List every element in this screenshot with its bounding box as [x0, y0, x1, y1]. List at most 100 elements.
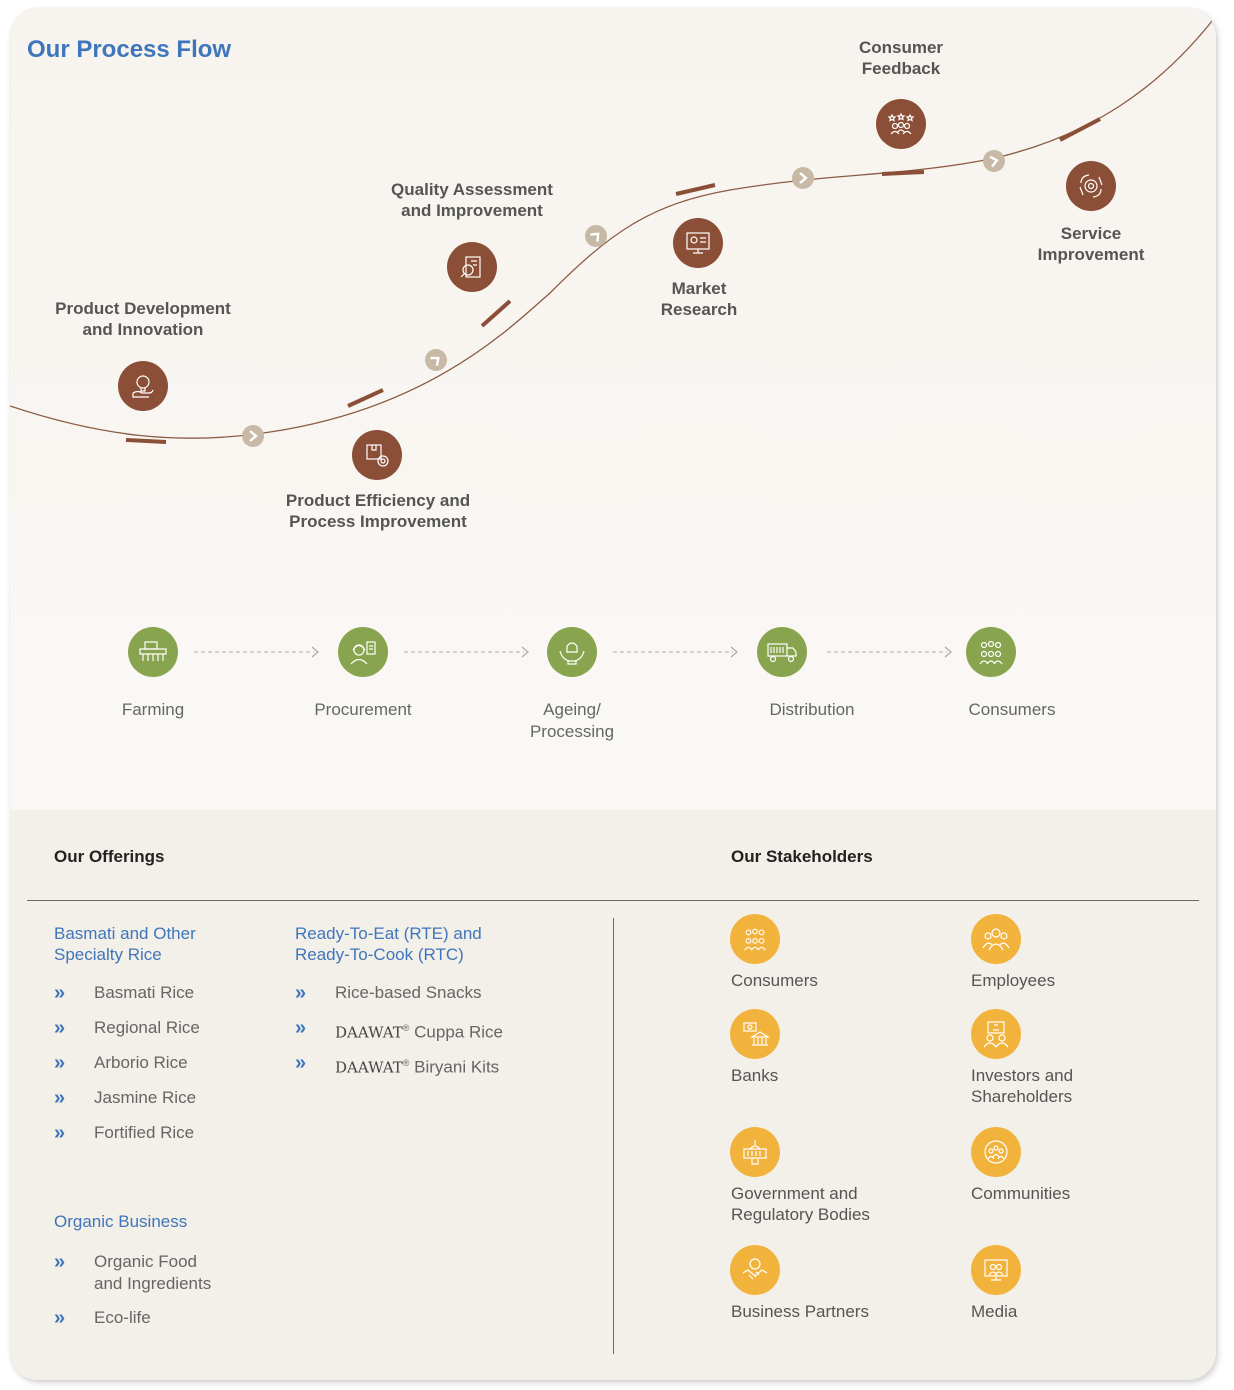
step-label-line: and Innovation: [82, 320, 204, 339]
step-market-research: Market Research: [599, 278, 799, 320]
category-line: Specialty Rice: [54, 945, 162, 964]
value-chain-label: Procurement: [314, 700, 412, 719]
truck-icon: [757, 627, 807, 677]
offering-item: Organic Food and Ingredients: [94, 1251, 211, 1295]
curve-dash: [1059, 117, 1101, 142]
offering-item-line: and Ingredients: [94, 1274, 212, 1293]
section-divider: [27, 900, 1199, 901]
stakeholder-label: Consumers: [731, 971, 818, 990]
process-curve: [10, 15, 1216, 447]
curve-arrow-icon: [585, 225, 607, 247]
curve-dash: [881, 170, 925, 176]
stakeholder-label: Shareholders: [971, 1087, 1073, 1106]
stakeholder-media: Media: [971, 1301, 1017, 1322]
value-chain-label: Farming: [121, 700, 185, 719]
handshake-icon: [730, 1245, 780, 1295]
offering-item: Rice-based Snacks: [335, 983, 482, 1002]
bullet-icon: »: [295, 1052, 307, 1074]
brand-name: DAAWAT: [335, 1023, 403, 1042]
value-chain-ageing: Ageing/ Processing: [507, 699, 637, 743]
bullet-icon: »: [54, 1251, 66, 1273]
value-chain-label: Processing: [529, 722, 615, 741]
brand-name: DAAWAT: [335, 1058, 403, 1077]
processing-hands-icon: [547, 627, 597, 677]
worker-clipboard-icon: [338, 627, 388, 677]
column-divider: [613, 918, 614, 1354]
step-label-line: and Improvement: [401, 201, 543, 220]
offering-item-cuppa: DAAWAT® Cuppa Rice: [335, 1017, 503, 1044]
employees-icon: [971, 914, 1021, 964]
value-chain-label: Distribution: [769, 700, 855, 719]
step-product-development: Product Development and Innovation: [33, 298, 253, 340]
offering-item: Arborio Rice: [94, 1053, 188, 1072]
stakeholder-label: Media: [971, 1302, 1018, 1321]
page-title: Our Process Flow: [27, 36, 232, 63]
offering-item: Eco-life: [94, 1308, 151, 1327]
category-line: Ready-To-Cook (RTC): [295, 945, 464, 964]
step-label-line: Product Efficiency and: [285, 491, 471, 510]
step-consumer-feedback: Consumer Feedback: [801, 37, 1001, 79]
step-label-line: Market: [671, 279, 727, 298]
stakeholder-label: Regulatory Bodies: [731, 1205, 870, 1224]
curve-dash: [125, 438, 167, 444]
curve-dash: [675, 183, 716, 196]
step-label-line: Improvement: [1037, 245, 1145, 264]
offering-item: Jasmine Rice: [94, 1088, 197, 1107]
quality-inspection-icon: [447, 242, 497, 292]
offering-item: Fortified Rice: [94, 1123, 195, 1142]
value-chain-label: Ageing/: [543, 700, 601, 719]
offering-item-text: Cuppa Rice: [409, 1022, 503, 1042]
bullet-icon: »: [54, 1017, 66, 1039]
process-card: Our Process Flow Product Development and…: [10, 8, 1216, 1380]
step-label-line: Research: [660, 300, 738, 319]
offerings-heading: Our Offerings: [54, 847, 165, 866]
bullet-icon: »: [54, 1122, 66, 1144]
stakeholder-communities: Communities: [971, 1183, 1070, 1204]
consumers-group-icon: [966, 627, 1016, 677]
category-organic: Organic Business: [54, 1212, 188, 1231]
step-label-line: Quality Assessment: [391, 180, 553, 199]
registered-mark: ®: [402, 1058, 410, 1068]
curve-arrow-icon: [425, 349, 447, 371]
bullet-icon: »: [295, 982, 307, 1004]
step-label-line: Product Development: [55, 299, 231, 318]
stakeholder-employees: Employees: [971, 970, 1055, 991]
stakeholder-consumers: Consumers: [731, 970, 818, 991]
stakeholder-label: Government and: [731, 1184, 858, 1203]
bullet-icon: »: [295, 1017, 307, 1039]
communities-icon: [971, 1127, 1021, 1177]
registered-mark: ®: [402, 1023, 410, 1033]
step-product-efficiency: Product Efficiency and Process Improveme…: [268, 490, 488, 532]
category-basmati: Basmati and Other Specialty Rice: [54, 923, 196, 965]
curve-dash: [480, 299, 512, 328]
government-building-icon: [730, 1127, 780, 1177]
stakeholder-label: Communities: [971, 1184, 1071, 1203]
rating-people-icon: [876, 99, 926, 149]
value-chain-distribution: Distribution: [742, 699, 882, 721]
category-rte: Ready-To-Eat (RTE) and Ready-To-Cook (RT…: [295, 923, 482, 965]
tractor-icon: [128, 627, 178, 677]
bullet-icon: »: [54, 1307, 66, 1329]
step-label-line: Service: [1060, 224, 1122, 243]
value-chain-arrows: [194, 646, 952, 658]
stakeholder-business-partners: Business Partners: [731, 1301, 869, 1322]
stakeholder-government: Government and Regulatory Bodies: [731, 1183, 870, 1225]
step-quality-assessment: Quality Assessment and Improvement: [362, 179, 582, 221]
category-line: Basmati and Other: [54, 924, 196, 943]
value-chain-label: Consumers: [968, 700, 1056, 719]
curve-arrow-icon: [792, 167, 814, 189]
category-line: Ready-To-Eat (RTE) and: [295, 924, 482, 943]
stakeholders-heading: Our Stakeholders: [731, 847, 873, 866]
curve-arrow-icon: [242, 425, 264, 447]
consumers-icon: [730, 914, 780, 964]
curve-line: [10, 15, 1216, 439]
investors-icon: [971, 1009, 1021, 1059]
stakeholder-label: Banks: [731, 1066, 779, 1085]
box-gear-icon: [352, 430, 402, 480]
stakeholder-banks: Banks: [731, 1065, 778, 1086]
market-chart-icon: [673, 218, 723, 268]
step-service-improvement: Service Improvement: [991, 223, 1191, 265]
offering-item-text: Biryani Kits: [409, 1057, 500, 1077]
bank-icon: [730, 1009, 780, 1059]
offering-item: Basmati Rice: [94, 983, 195, 1002]
